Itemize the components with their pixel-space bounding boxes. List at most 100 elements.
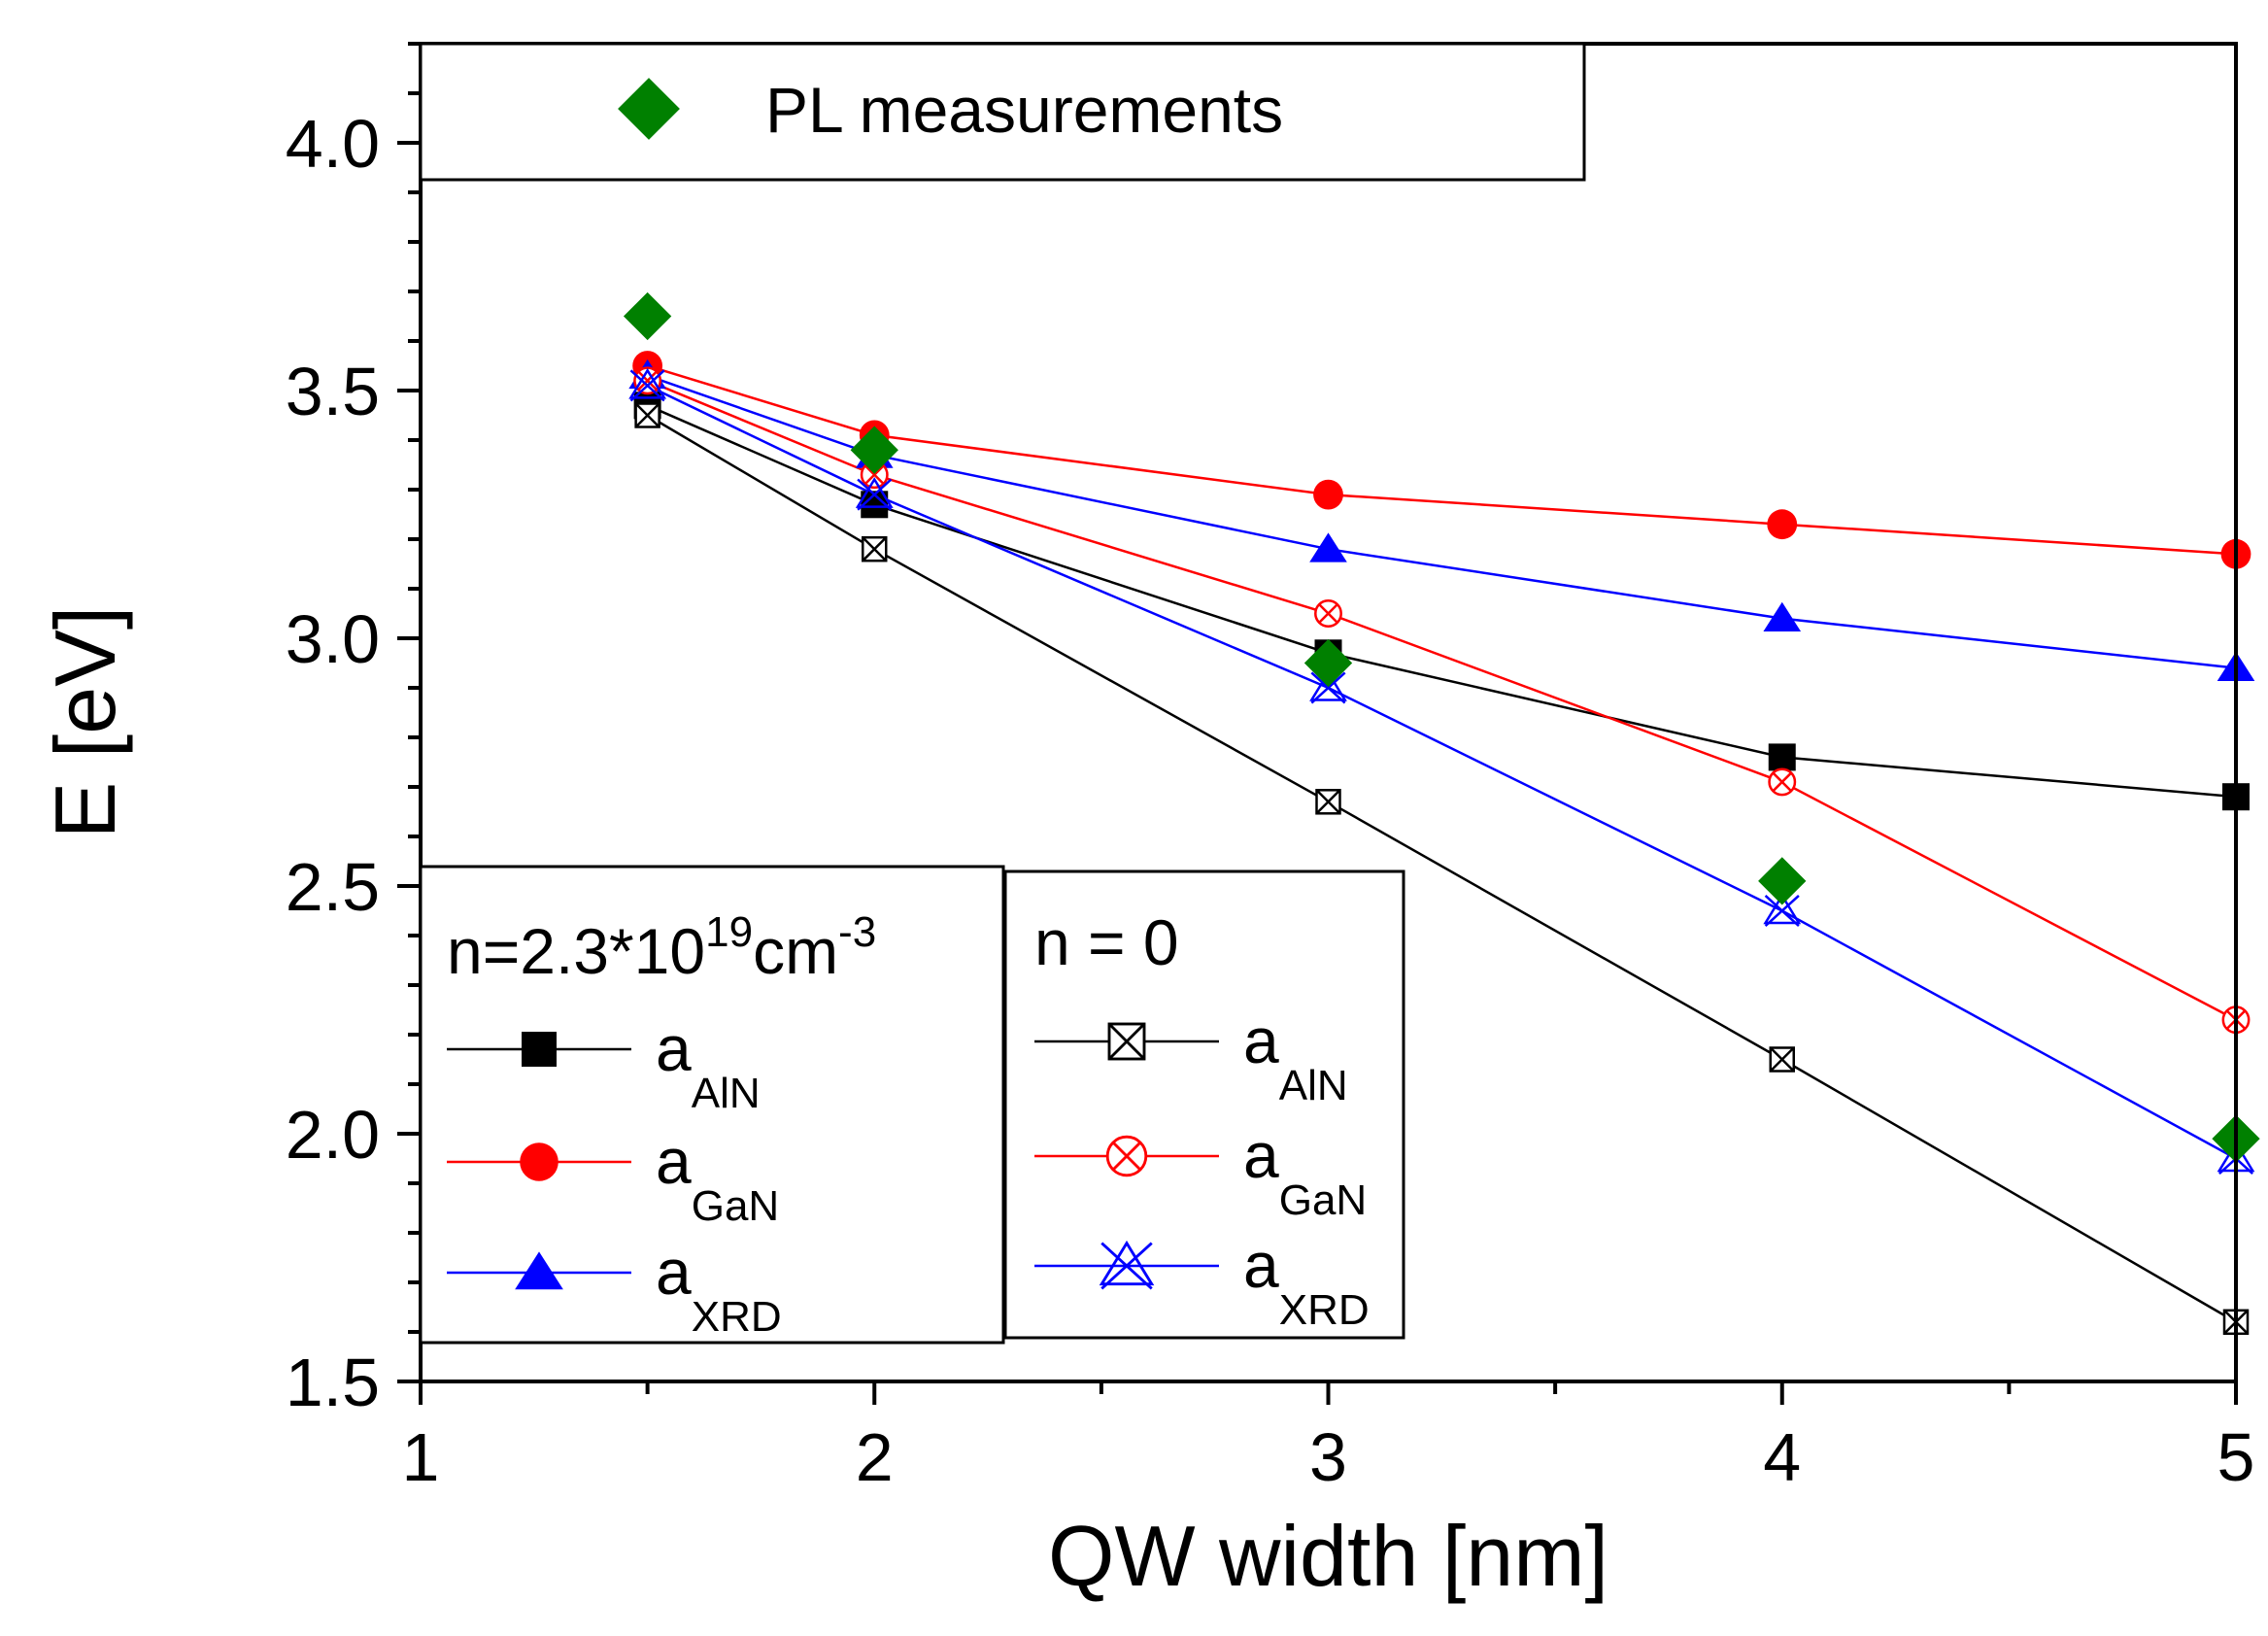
y-tick-label: 3.5	[286, 354, 380, 429]
legend-undoped-item-sub: GaN	[1279, 1176, 1367, 1224]
legend-undoped-header: n = 0	[1034, 906, 1179, 978]
series-markers	[623, 291, 2260, 1336]
series-3-point	[634, 402, 660, 428]
marker-cross-b	[1315, 789, 1341, 815]
legend-doped-item-marker	[522, 1032, 557, 1067]
legend-doped-item-base: a	[656, 1125, 692, 1197]
marker-diamond	[618, 78, 680, 140]
marker-cross-b	[634, 402, 660, 428]
legend-pl: PL measurements	[419, 42, 1586, 182]
legend-pl-diamond	[618, 78, 680, 140]
x-tick-label: 1	[402, 1419, 440, 1495]
y-tick-label: 4.0	[286, 106, 380, 182]
series-3-point	[1315, 789, 1341, 815]
marker-diamond	[1758, 857, 1807, 905]
legend-pl-marker	[618, 78, 680, 140]
axis-ticks	[397, 42, 2238, 1405]
legend-doped-item-base: a	[656, 1012, 692, 1084]
legend-doped-item-sub: XRD	[692, 1293, 782, 1341]
y-axis-title: E [eV]	[37, 606, 133, 839]
series-5-point	[855, 477, 894, 511]
marker-cross-b	[1769, 1046, 1795, 1073]
legend-undoped-item-label: aXRD	[1243, 1229, 1370, 1334]
legend-undoped-item: aXRD	[1034, 1229, 1370, 1334]
legend-doped-item-sub: AlN	[692, 1070, 761, 1117]
marker-circle	[1313, 479, 1343, 510]
series-1-point	[1313, 479, 1343, 510]
legend-doped-item-label: aAlN	[656, 1012, 761, 1117]
series-6-point	[1303, 638, 1353, 688]
legend-undoped-item-base: a	[1243, 1119, 1279, 1191]
marker-triangle	[1309, 532, 1347, 562]
marker-triangle	[1763, 601, 1802, 632]
marker-square	[1768, 743, 1796, 771]
series-4-point	[1768, 767, 1797, 797]
x-tick-label: 3	[1309, 1419, 1347, 1495]
series-2-point	[1763, 601, 1802, 632]
legend-undoped-item-label: aGaN	[1243, 1119, 1367, 1224]
marker-triangle-outline	[1099, 1240, 1155, 1286]
tick-labels: 1 2 3 4 5 1.5 2.0 2.5 3.0 3.5 4.0	[286, 106, 2255, 1495]
legend-undoped-item-sub: AlN	[1279, 1062, 1348, 1109]
marker-triangle	[515, 1251, 563, 1290]
marker-diamond	[850, 426, 898, 474]
legend-pl-box	[419, 42, 1586, 182]
x-tick-label: 2	[856, 1419, 894, 1495]
marker-cross-b	[637, 370, 658, 392]
legend-doped-item-label: aGaN	[656, 1125, 779, 1230]
marker-circle	[1767, 509, 1798, 540]
legend-doped-header-unit-exp: -3	[838, 908, 876, 956]
legend-doped-item-base: a	[656, 1236, 692, 1308]
marker-triangle-outline	[628, 367, 667, 399]
marker-triangle-outline	[855, 477, 894, 508]
series-4-point	[633, 366, 662, 395]
marker-cross-b	[1107, 1022, 1146, 1061]
series-5-point	[1763, 893, 1802, 928]
marker-cross-b	[1772, 771, 1792, 793]
legend-undoped-item-marker	[1107, 1022, 1146, 1061]
legend-doped-item-sub: GaN	[692, 1182, 779, 1230]
series-3-point	[1769, 1046, 1795, 1073]
marker-cross-b	[857, 478, 893, 511]
marker-square	[522, 1032, 557, 1067]
series-5-point	[1309, 670, 1347, 704]
series-6-point	[850, 426, 898, 474]
legend-doped-item: aAlN	[447, 1012, 761, 1117]
marker-cross-b	[1764, 894, 1800, 928]
legend-undoped-item-base: a	[1243, 1229, 1279, 1301]
legend-doped-item: aGaN	[447, 1125, 779, 1230]
series-3-point	[862, 535, 888, 562]
marker-cross-b	[1100, 1242, 1153, 1290]
marker-circle	[520, 1142, 559, 1181]
legend-doped-box	[419, 865, 1005, 1345]
legend-undoped-item-marker	[1105, 1135, 1148, 1177]
legend-doped-header-exp: 19	[705, 908, 753, 956]
legend-undoped-item: aAlN	[1034, 1005, 1348, 1109]
series-4-point	[1314, 599, 1342, 628]
series-2-point	[1309, 532, 1347, 562]
y-tick-label: 2.5	[286, 849, 380, 925]
legend-doped-item: aXRD	[447, 1236, 782, 1341]
marker-cross-b	[629, 369, 665, 402]
legend-undoped-item-label: aAlN	[1243, 1005, 1348, 1109]
legend-doped-header: n=2.3*1019cm-3	[447, 908, 876, 987]
x-axis-title: QW width [nm]	[1048, 1508, 1608, 1604]
legend-doped-item-marker	[520, 1142, 559, 1181]
legend-undoped-item-base: a	[1243, 1005, 1279, 1076]
y-tick-label: 2.0	[286, 1097, 380, 1173]
legend-pl-label: PL measurements	[765, 74, 1283, 146]
series-6-point	[1758, 857, 1807, 905]
marker-diamond	[1303, 638, 1353, 688]
y-tick-label: 3.0	[286, 601, 380, 677]
legend-doped-item-label: aXRD	[656, 1236, 782, 1341]
marker-triangle-outline	[1763, 893, 1802, 925]
y-tick-label: 1.5	[286, 1345, 380, 1420]
series-6-point	[623, 291, 672, 341]
legend-doped-header-unit: cm	[753, 915, 838, 987]
